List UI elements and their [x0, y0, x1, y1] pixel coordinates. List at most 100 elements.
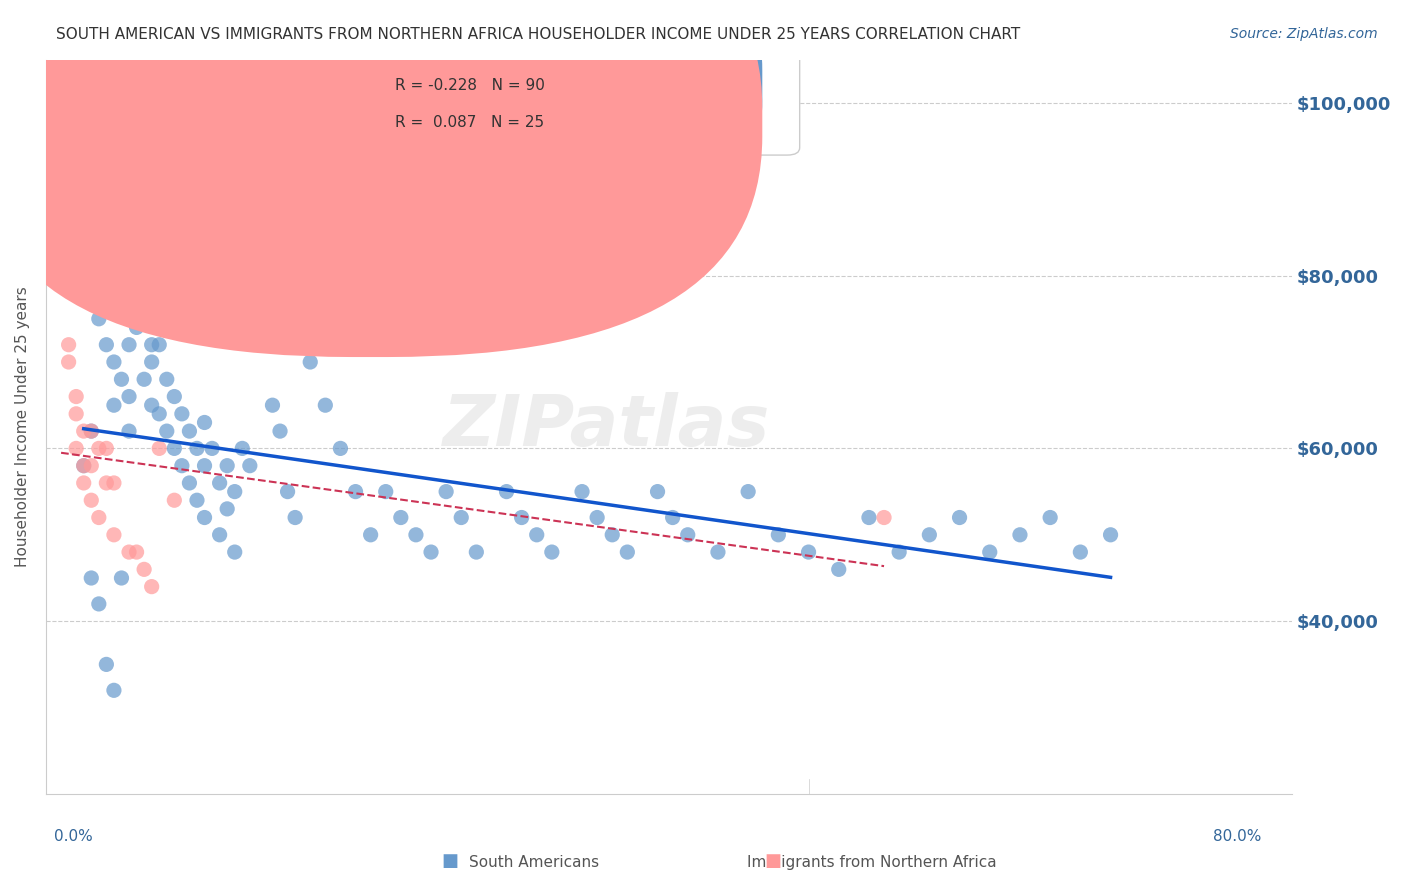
Point	[179, 475, 201, 490]
Point	[1008, 528, 1031, 542]
Point	[134, 562, 156, 576]
Point	[208, 528, 231, 542]
Text: R = -0.228   N = 90: R = -0.228 N = 90	[395, 78, 544, 93]
Point	[87, 597, 110, 611]
Text: South Americans: South Americans	[470, 855, 599, 870]
Point	[676, 528, 699, 542]
Point	[87, 311, 110, 326]
Point	[58, 337, 80, 351]
Point	[737, 484, 759, 499]
Point	[344, 484, 367, 499]
Point	[141, 580, 163, 594]
Point	[170, 458, 193, 473]
Point	[1099, 528, 1122, 542]
Point	[420, 545, 443, 559]
Point	[510, 510, 533, 524]
Point	[979, 545, 1001, 559]
Text: Immigrants from Northern Africa: Immigrants from Northern Africa	[747, 855, 997, 870]
Point	[125, 320, 148, 334]
Point	[586, 510, 609, 524]
FancyBboxPatch shape	[0, 0, 762, 357]
Point	[80, 424, 103, 438]
Point	[389, 510, 412, 524]
Point	[73, 424, 96, 438]
Point	[360, 528, 382, 542]
Point	[141, 337, 163, 351]
Point	[163, 390, 186, 404]
Point	[125, 545, 148, 559]
Text: ZIPatlas: ZIPatlas	[443, 392, 770, 461]
Point	[948, 510, 970, 524]
Point	[73, 458, 96, 473]
Point	[1039, 510, 1062, 524]
Point	[73, 475, 96, 490]
Point	[329, 442, 352, 456]
Point	[186, 442, 208, 456]
Point	[269, 424, 291, 438]
Point	[87, 510, 110, 524]
Point	[96, 475, 118, 490]
Point	[647, 484, 669, 499]
Point	[405, 528, 427, 542]
Point	[87, 442, 110, 456]
Point	[110, 372, 132, 386]
Point	[217, 501, 239, 516]
Point	[58, 355, 80, 369]
Point	[299, 355, 322, 369]
Point	[495, 484, 517, 499]
Point	[707, 545, 730, 559]
Point	[156, 424, 179, 438]
Point	[73, 458, 96, 473]
Point	[193, 458, 215, 473]
Text: 0.0%: 0.0%	[53, 829, 93, 844]
Point	[224, 484, 246, 499]
Point	[103, 398, 125, 412]
Point	[80, 493, 103, 508]
Point	[141, 355, 163, 369]
Point	[1069, 545, 1091, 559]
Point	[201, 442, 224, 456]
Point	[616, 545, 638, 559]
Point	[103, 355, 125, 369]
Point	[277, 484, 299, 499]
Point	[231, 442, 253, 456]
Point	[125, 268, 148, 283]
Point	[465, 545, 488, 559]
Point	[134, 372, 156, 386]
Text: R =  0.087   N = 25: R = 0.087 N = 25	[395, 114, 544, 129]
Point	[526, 528, 548, 542]
Point	[661, 510, 683, 524]
Point	[217, 458, 239, 473]
Point	[374, 484, 396, 499]
Point	[186, 493, 208, 508]
Point	[253, 311, 276, 326]
Point	[450, 510, 472, 524]
Point	[434, 484, 457, 499]
Point	[262, 398, 284, 412]
Point	[797, 545, 820, 559]
FancyBboxPatch shape	[0, 0, 762, 320]
Point	[110, 571, 132, 585]
Point	[828, 562, 851, 576]
Point	[239, 458, 262, 473]
Point	[118, 337, 141, 351]
Text: ■: ■	[441, 852, 458, 870]
Text: Source: ZipAtlas.com: Source: ZipAtlas.com	[1230, 27, 1378, 41]
Point	[103, 683, 125, 698]
Point	[163, 442, 186, 456]
Point	[148, 407, 170, 421]
Point	[540, 545, 562, 559]
Point	[768, 528, 790, 542]
Point	[918, 528, 941, 542]
Point	[80, 458, 103, 473]
Point	[170, 407, 193, 421]
Point	[96, 657, 118, 672]
Point	[103, 475, 125, 490]
Point	[224, 545, 246, 559]
Point	[873, 510, 896, 524]
Point	[193, 510, 215, 524]
Point	[148, 337, 170, 351]
Point	[179, 424, 201, 438]
Point	[118, 545, 141, 559]
Point	[208, 475, 231, 490]
